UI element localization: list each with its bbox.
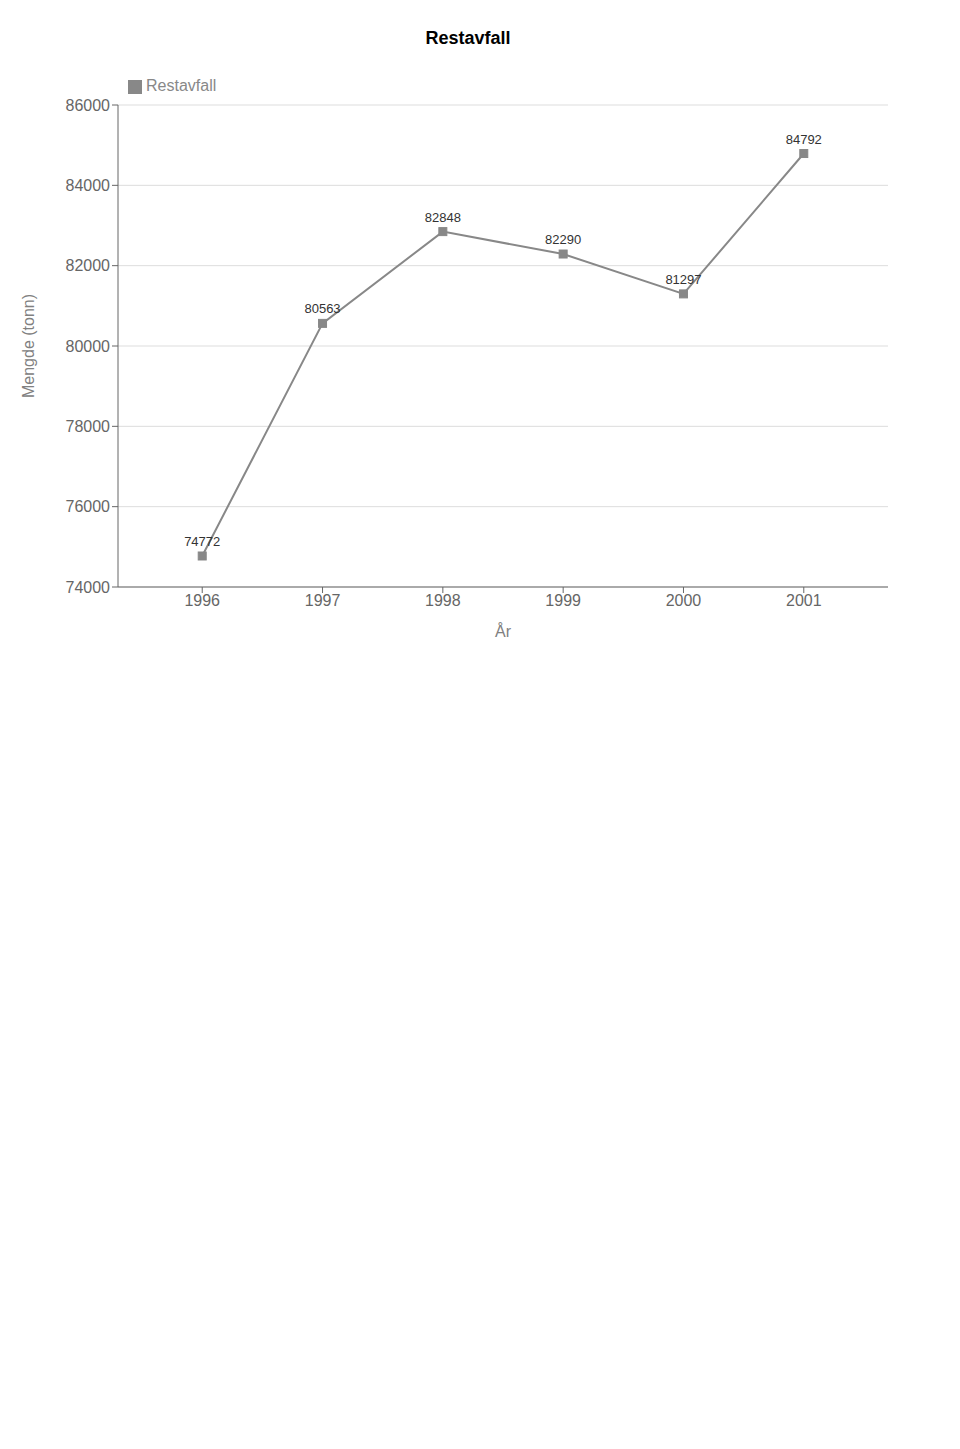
svg-text:80000: 80000: [66, 338, 111, 355]
html-text:Restavfall: Restavfall: [146, 77, 217, 94]
svg-text:84792: 84792: [786, 132, 822, 147]
svg-text:1996: 1996: [184, 592, 220, 609]
svg-text:År: År: [495, 622, 512, 640]
svg-text:86000: 86000: [66, 97, 111, 114]
svg-text:84000: 84000: [66, 177, 111, 194]
svg-text:82848: 82848: [425, 210, 461, 225]
svg-text:74772: 74772: [184, 534, 220, 549]
html-text:Restavfall: Restavfall: [425, 28, 511, 48]
svg-text:Mengde (tonn): Mengde (tonn): [20, 294, 37, 398]
svg-text:81297: 81297: [665, 272, 701, 287]
svg-text:82000: 82000: [66, 257, 111, 274]
svg-text:74000: 74000: [66, 579, 111, 596]
svg-text:2000: 2000: [666, 592, 702, 609]
svg-text:2001: 2001: [786, 592, 822, 609]
svg-text:76000: 76000: [66, 498, 111, 515]
svg-text:80563: 80563: [304, 301, 340, 316]
svg-text:1998: 1998: [425, 592, 461, 609]
svg-text:82290: 82290: [545, 232, 581, 247]
svg-text:1997: 1997: [305, 592, 341, 609]
svg-text:78000: 78000: [66, 418, 111, 435]
svg-text:1999: 1999: [545, 592, 581, 609]
